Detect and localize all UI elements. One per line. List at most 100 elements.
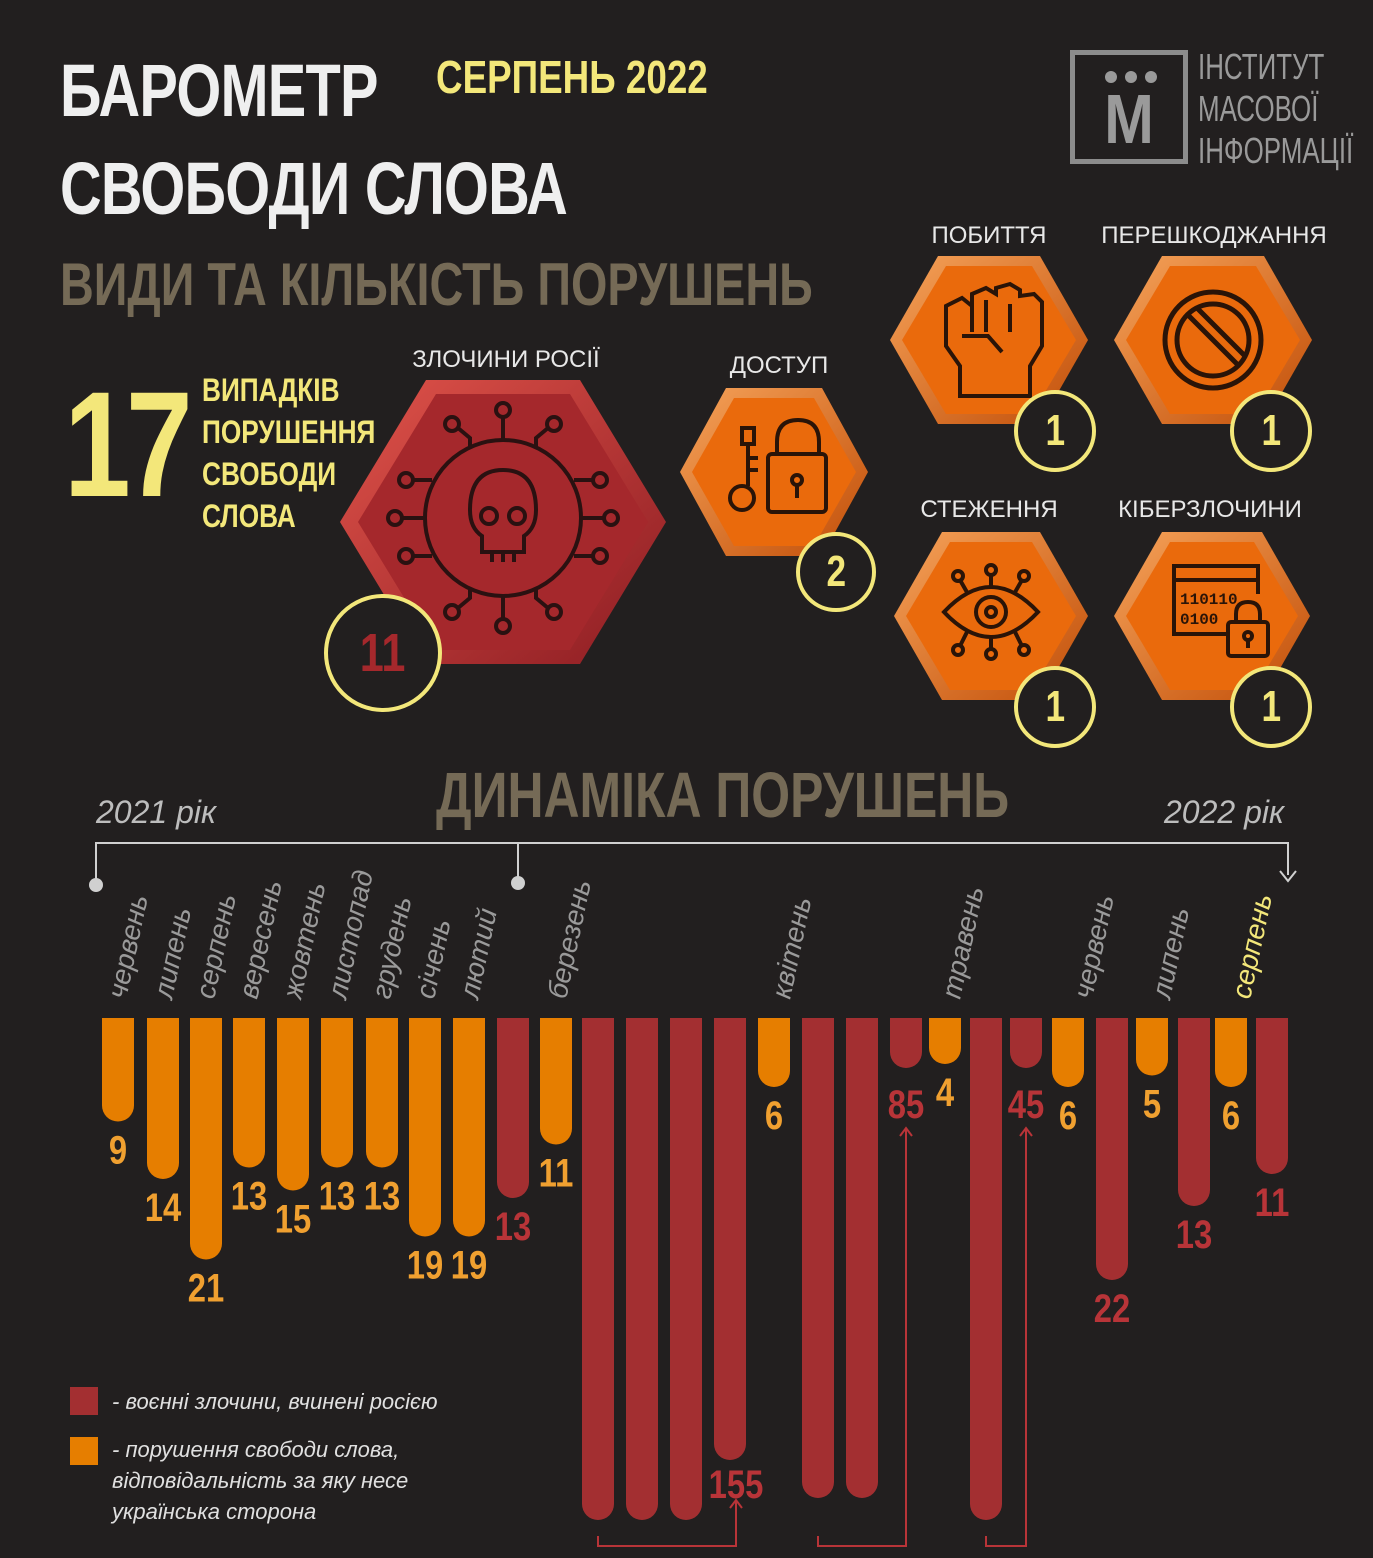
bar xyxy=(321,1018,353,1168)
bar-value-label: 155 xyxy=(709,1462,764,1507)
logo: М xyxy=(1070,50,1188,164)
month-label: квітень xyxy=(766,894,818,1001)
bar xyxy=(409,1018,441,1237)
bar-value-label: 11 xyxy=(539,1150,574,1195)
bar-value-label: 85 xyxy=(888,1082,924,1127)
cyber-count: 1 xyxy=(1230,666,1312,748)
bar-value-label: 13 xyxy=(364,1173,400,1218)
beating-hexagon xyxy=(890,256,1088,424)
beating-label: ПОБИТТЯ xyxy=(931,222,1047,249)
bar xyxy=(540,1018,572,1145)
skull-circuit-icon xyxy=(386,401,620,635)
eye-icon xyxy=(941,563,1041,661)
summary-line-2: ПОРУШЕННЯ xyxy=(202,414,376,450)
summary-line-3: СВОБОДИ xyxy=(202,456,337,492)
logo-text-line-3: ІНФОРМАЦІЇ xyxy=(1198,130,1354,171)
month-label: травень xyxy=(936,883,990,1001)
bar-value-label: 19 xyxy=(407,1242,443,1287)
fist-icon xyxy=(944,281,1044,398)
bar-value-label: 5 xyxy=(1143,1081,1161,1126)
obstruction-hexagon xyxy=(1114,256,1312,424)
timeline-dot xyxy=(89,878,103,892)
month-label: червень xyxy=(102,892,154,1001)
logo-dots-icon xyxy=(1105,71,1157,83)
bar-value-label: 4 xyxy=(936,1070,955,1115)
bar-value-label: 21 xyxy=(188,1265,224,1310)
year-start-label: 2021 рік xyxy=(96,794,217,830)
arrow-down-icon xyxy=(1279,870,1297,883)
section-subtitle: ВИДИ ТА КІЛЬКІСТЬ ПОРУШЕНЬ xyxy=(60,251,813,318)
logo-text-line-1: ІНСТИТУТ xyxy=(1198,46,1325,87)
russia-crimes-count: 11 xyxy=(324,594,442,712)
bar xyxy=(147,1018,179,1179)
logo-letter: М xyxy=(1104,80,1154,158)
title-line-1: БАРОМЕТР xyxy=(60,49,378,132)
bar xyxy=(758,1018,790,1087)
chart-title: ДИНАМІКА ПОРУШЕНЬ xyxy=(436,759,1010,831)
bar xyxy=(929,1018,961,1064)
bar xyxy=(714,1018,746,1460)
bar-value-label: 9 xyxy=(109,1127,127,1172)
bar xyxy=(582,1018,614,1520)
bar xyxy=(1215,1018,1247,1087)
bar xyxy=(1136,1018,1168,1076)
month-label: липень xyxy=(147,904,197,1003)
surveillance-hexagon xyxy=(894,532,1088,700)
bar-value-label: 15 xyxy=(275,1196,311,1241)
bar xyxy=(102,1018,134,1122)
bar xyxy=(1052,1018,1084,1087)
cyber-label: КІБЕРЗЛОЧИНИ xyxy=(1118,496,1302,523)
surveillance-count: 1 xyxy=(1014,666,1096,748)
bar-value-label: 22 xyxy=(1094,1286,1130,1331)
group-bracket xyxy=(985,1128,1027,1547)
arrow-up-icon xyxy=(1019,1126,1033,1137)
bar-value-label: 6 xyxy=(1222,1093,1240,1138)
access-hexagon xyxy=(680,388,868,556)
bar xyxy=(366,1018,398,1168)
bar xyxy=(233,1018,265,1168)
bar xyxy=(190,1018,222,1260)
surveillance-label: СТЕЖЕННЯ xyxy=(920,496,1058,523)
month-label: грудень xyxy=(366,893,418,1001)
logo-text-line-2: МАСОВОЇ xyxy=(1198,88,1319,129)
access-label: ДОСТУП xyxy=(729,352,829,379)
arrow-up-icon xyxy=(899,1126,913,1137)
bar xyxy=(970,1018,1002,1520)
group-bracket xyxy=(597,1500,737,1547)
bar-value-label: 6 xyxy=(1059,1093,1077,1138)
month-label: липень xyxy=(1145,904,1195,1003)
legend-war-crimes: - воєнні злочини, вчинені росією xyxy=(112,1389,438,1414)
cyber-hexagon: 110110 0100 xyxy=(1114,532,1310,700)
bar xyxy=(802,1018,834,1498)
month-label: січень xyxy=(410,916,457,1001)
svg-text:0100: 0100 xyxy=(1180,611,1218,629)
month-label: червень xyxy=(1068,892,1120,1001)
bar xyxy=(1096,1018,1128,1280)
legend-swatch-war-crimes xyxy=(70,1387,98,1415)
russia-crimes-label: ЗЛОЧИНИ РОСІЇ xyxy=(412,346,600,373)
year-end-label: 2022 рік xyxy=(1164,794,1285,830)
bar xyxy=(453,1018,485,1237)
bar-value-label: 13 xyxy=(1176,1212,1212,1257)
binary-lock-icon: 110110 0100 xyxy=(1172,564,1270,658)
title-line-2: СВОБОДИ СЛОВА xyxy=(60,147,568,230)
bar xyxy=(670,1018,702,1520)
bar xyxy=(1256,1018,1288,1174)
svg-text:110110: 110110 xyxy=(1180,591,1238,609)
bar xyxy=(497,1018,529,1198)
prohibited-icon xyxy=(1162,289,1264,391)
bar xyxy=(846,1018,878,1498)
obstruction-label: ПЕРЕШКОДЖАННЯ xyxy=(1101,222,1327,249)
timeline-bracket xyxy=(95,842,1289,883)
legend-violations: - порушення свободи слова, відповідальні… xyxy=(112,1437,409,1524)
category-hexagons: 110110 0100 xyxy=(340,256,1312,700)
obstruction-count: 1 xyxy=(1230,390,1312,472)
bar-value-label: 13 xyxy=(231,1173,267,1218)
access-count: 2 xyxy=(796,532,876,612)
bar xyxy=(1010,1018,1042,1068)
summary-line-1: ВИПАДКІВ xyxy=(202,372,340,408)
arrow-up-icon xyxy=(729,1498,743,1509)
key-lock-icon xyxy=(728,417,828,514)
bar-value-label: 19 xyxy=(451,1242,487,1287)
